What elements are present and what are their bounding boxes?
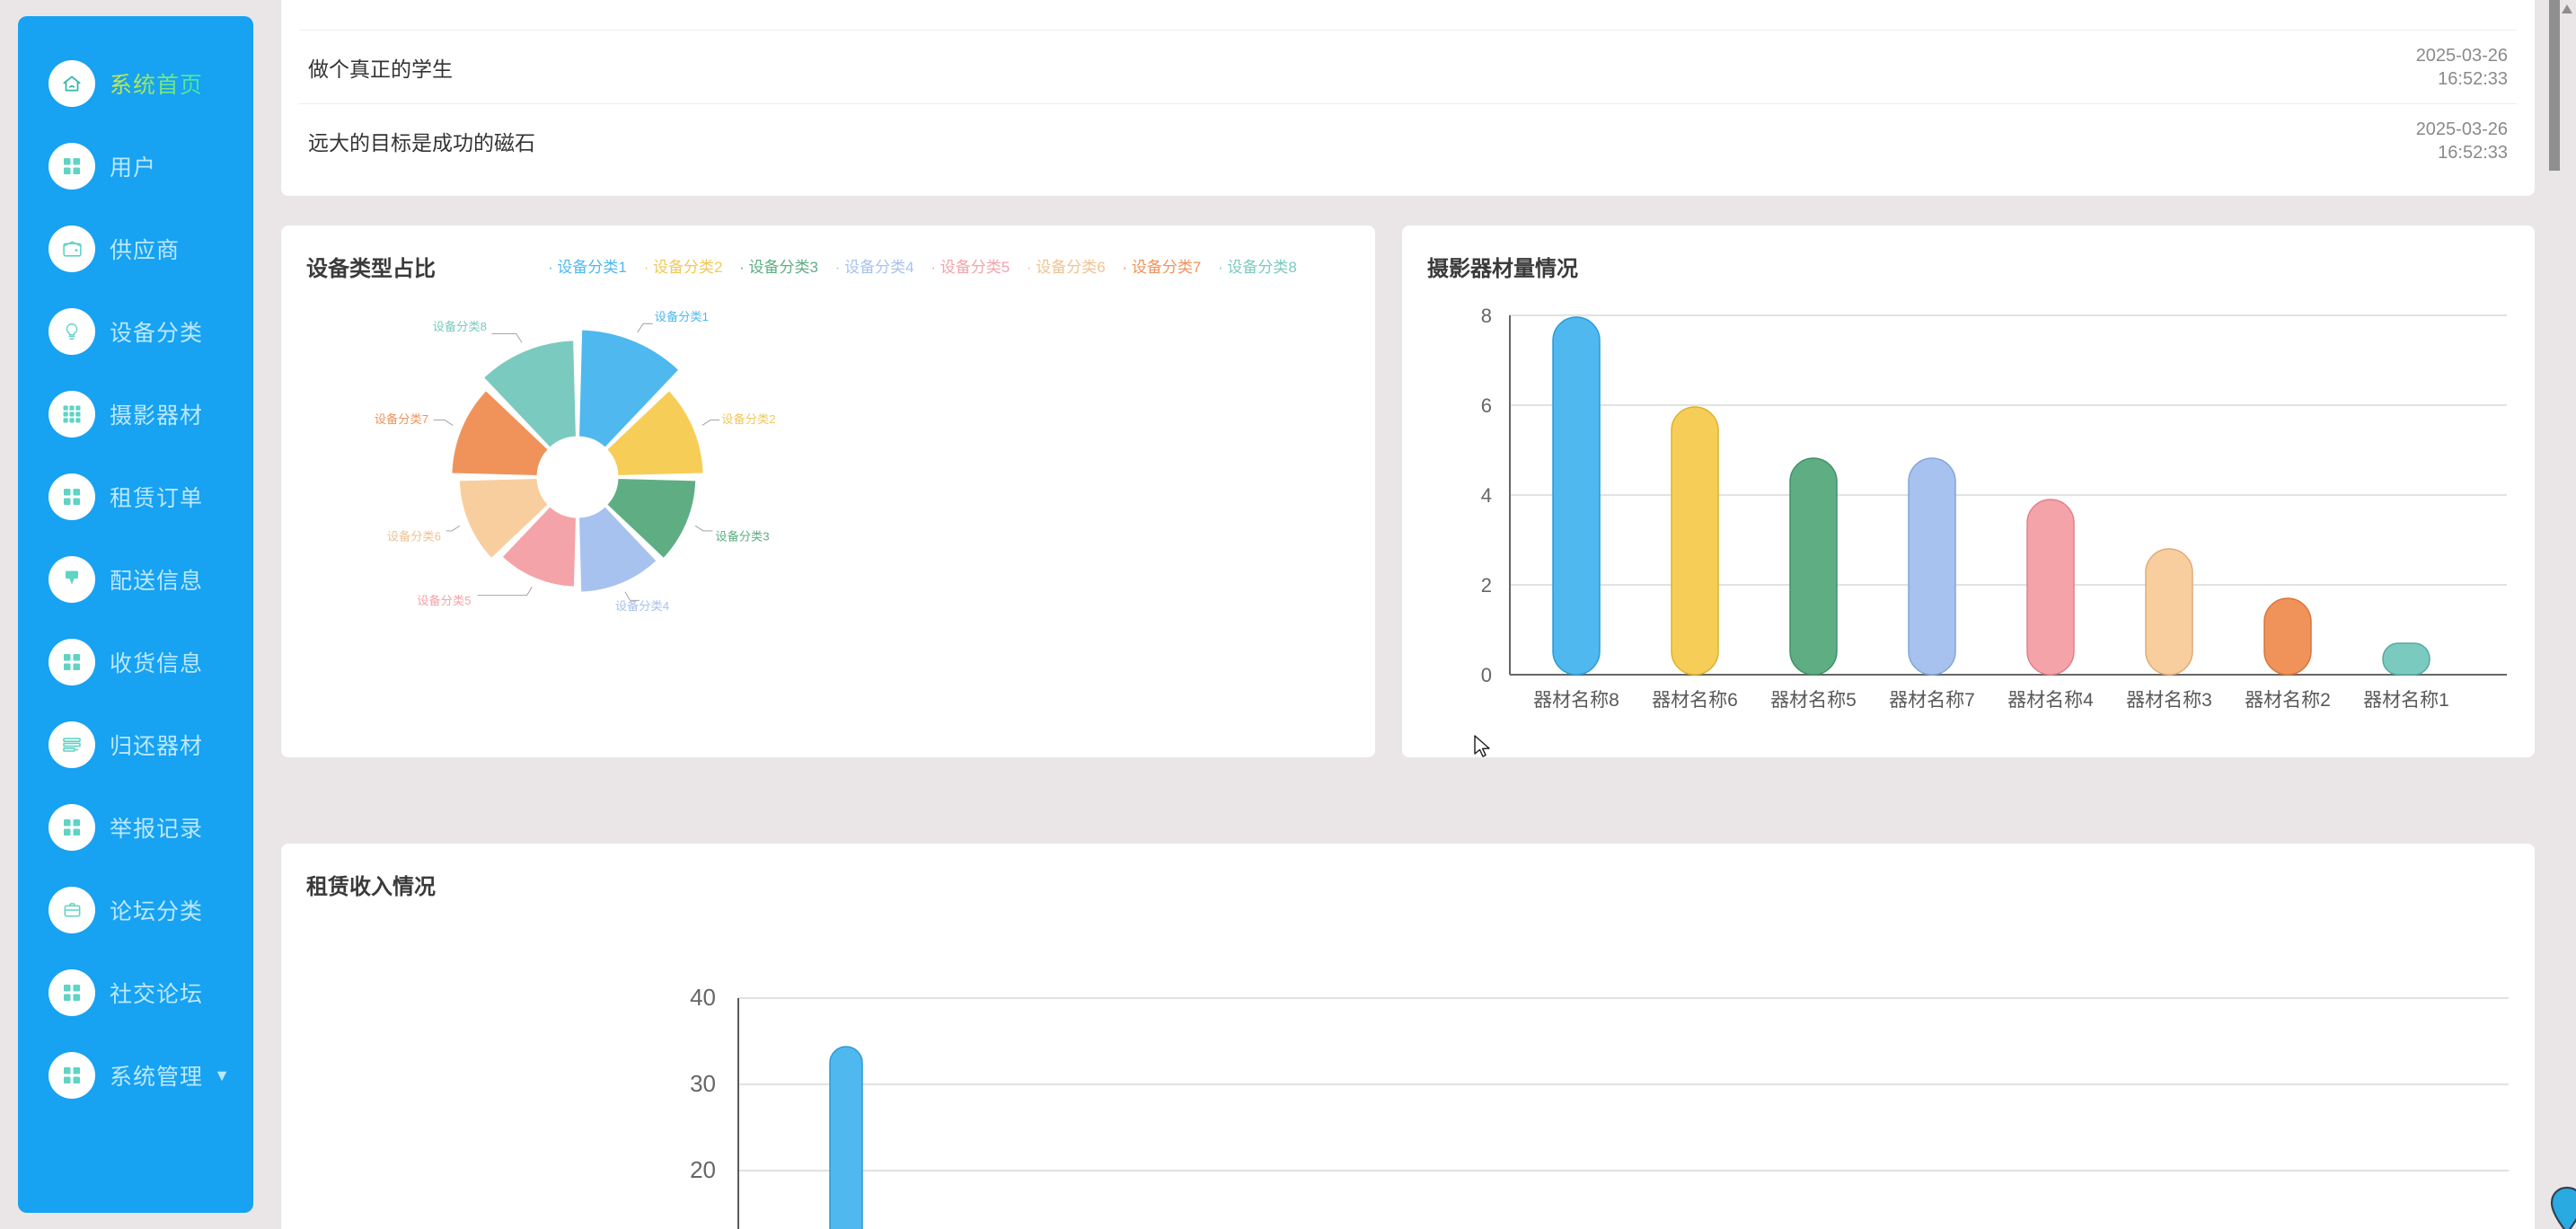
- svg-text:设备分类7: 设备分类7: [375, 411, 428, 426]
- svg-text:器材名称8: 器材名称8: [1533, 690, 1619, 711]
- svg-text:40: 40: [690, 984, 716, 1011]
- svg-text:0: 0: [1481, 664, 1492, 686]
- svg-text:器材名称2: 器材名称2: [2245, 690, 2331, 711]
- svg-text:6: 6: [1481, 394, 1492, 417]
- svg-text:器材名称5: 器材名称5: [1770, 690, 1857, 711]
- svg-text:器材名称6: 器材名称6: [1652, 690, 1738, 711]
- svg-text:设备分类6: 设备分类6: [387, 528, 441, 543]
- svg-text:器材名称3: 器材名称3: [2126, 690, 2212, 711]
- svg-text:器材名称4: 器材名称4: [2007, 690, 2094, 711]
- svg-text:设备分类8: 设备分类8: [433, 319, 487, 333]
- svg-text:4: 4: [1481, 484, 1492, 507]
- svg-text:设备分类5: 设备分类5: [417, 593, 471, 607]
- svg-text:设备分类3: 设备分类3: [715, 528, 769, 543]
- svg-text:器材名称1: 器材名称1: [2363, 690, 2449, 711]
- svg-text:8: 8: [1481, 305, 1492, 327]
- svg-text:20: 20: [690, 1156, 716, 1183]
- svg-text:设备分类4: 设备分类4: [615, 598, 669, 613]
- svg-text:2: 2: [1481, 574, 1492, 597]
- svg-text:设备分类2: 设备分类2: [721, 411, 775, 426]
- svg-text:30: 30: [690, 1070, 716, 1097]
- svg-text:器材名称7: 器材名称7: [1889, 690, 1975, 711]
- svg-text:设备分类1: 设备分类1: [655, 309, 709, 323]
